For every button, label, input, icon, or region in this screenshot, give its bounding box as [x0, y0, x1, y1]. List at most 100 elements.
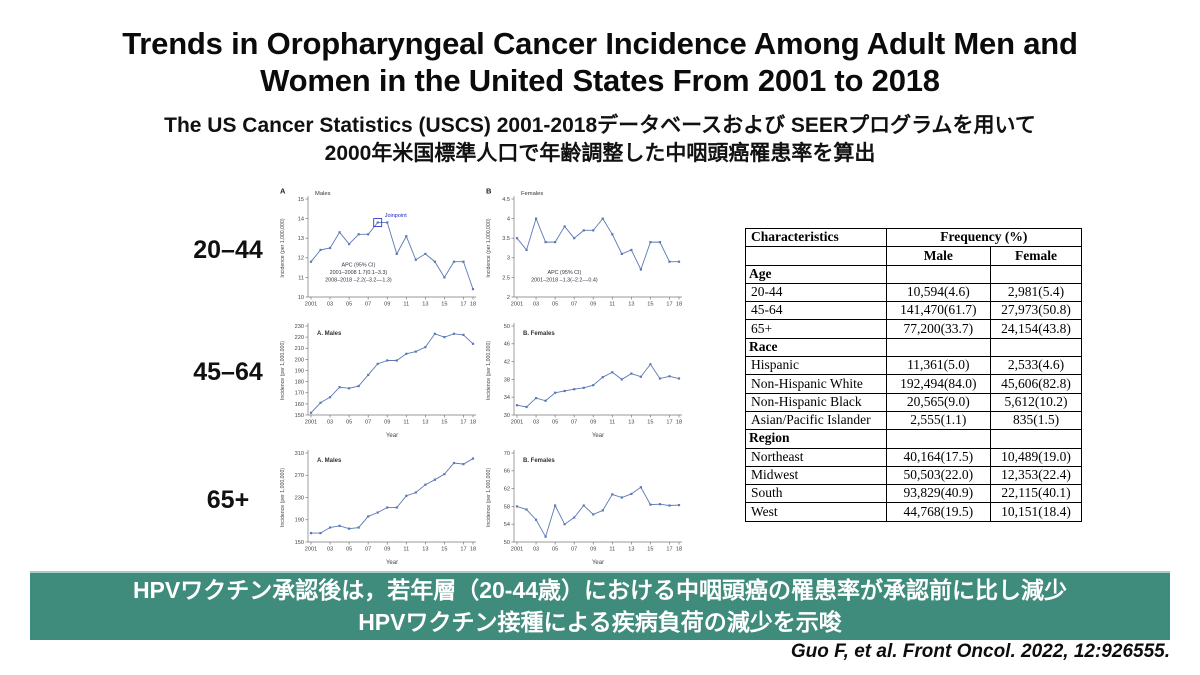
svg-text:03: 03	[533, 420, 539, 426]
svg-text:46: 46	[504, 342, 510, 348]
svg-text:10: 10	[298, 295, 304, 301]
svg-text:38: 38	[504, 377, 510, 383]
svg-text:42: 42	[504, 360, 510, 366]
svg-text:Year: Year	[386, 560, 398, 566]
svg-text:03: 03	[327, 302, 333, 308]
col-header-characteristics: Characteristics	[745, 227, 887, 248]
svg-text:09: 09	[590, 420, 596, 426]
svg-text:13: 13	[298, 236, 304, 242]
svg-text:07: 07	[571, 420, 577, 426]
svg-text:18: 18	[470, 547, 476, 553]
svg-text:310: 310	[295, 451, 304, 457]
chart-males-20-44: 10 11 12 13 14 15 2001 03 05 07 09 11 13 15 17 18 Incide…	[278, 186, 484, 313]
table-row: Age	[745, 264, 1082, 284]
charts-grid: 10 11 12 13 14 15 2001 03 05 07 09 11 13 15 17 18 Incide…	[278, 186, 690, 567]
table-subheader-row: Male Female	[745, 246, 1082, 266]
svg-text:Incidence (per 1,000,000): Incidence (per 1,000,000)	[280, 341, 286, 400]
svg-text:15: 15	[647, 302, 653, 308]
citation: Guo F, et al. Front Oncol. 2022, 12:9265…	[790, 641, 1170, 662]
svg-text:APC (95% CI): APC (95% CI)	[547, 270, 581, 276]
chart-females-65plus: 50 54 58 62 66 70 2001 03 05 07 09 11 13 15 17 18 Incide…	[484, 440, 690, 567]
svg-text:05: 05	[346, 420, 352, 426]
svg-text:3.5: 3.5	[502, 236, 510, 242]
svg-text:150: 150	[295, 540, 304, 546]
age-group-label-20-44: 20–44	[193, 236, 263, 264]
svg-text:270: 270	[295, 473, 304, 479]
svg-text:2001–2018 –1.3(–2.2––0.4): 2001–2018 –1.3(–2.2––0.4)	[531, 278, 598, 284]
svg-text:Year: Year	[592, 560, 604, 566]
svg-text:50: 50	[504, 540, 510, 546]
table-row: 65+ 77,200(33.7) 24,154(43.8)	[745, 319, 1082, 339]
age-group-label-65plus: 65+	[206, 486, 250, 514]
svg-text:Females: Females	[521, 191, 543, 197]
svg-text:03: 03	[533, 302, 539, 308]
svg-text:Incidence (per 1,000,000): Incidence (per 1,000,000)	[280, 468, 286, 527]
svg-text:2001: 2001	[305, 420, 317, 426]
svg-text:A. Males: A. Males	[317, 331, 342, 337]
svg-text:07: 07	[571, 302, 577, 308]
table-row: Hispanic 11,361(5.0) 2,533(4.6)	[745, 356, 1082, 376]
svg-text:58: 58	[504, 504, 510, 510]
svg-text:07: 07	[365, 420, 371, 426]
table-row: 20-44 10,594(4.6) 2,981(5.4)	[745, 282, 1082, 303]
svg-text:09: 09	[590, 302, 596, 308]
svg-text:2001: 2001	[305, 547, 317, 553]
svg-text:12: 12	[298, 256, 304, 262]
svg-text:170: 170	[295, 391, 304, 397]
svg-text:15: 15	[441, 420, 447, 426]
table-row: Non-Hispanic White 192,494(84.0) 45,606(82…	[745, 374, 1082, 394]
chart-females-20-44: 2 2.5 3 3.5 4 4.5 2001 03 05 07 09 11 13 15 17 18 Incide…	[484, 186, 690, 313]
svg-text:11: 11	[298, 275, 304, 281]
svg-text:54: 54	[504, 522, 510, 528]
svg-text:Year: Year	[386, 433, 398, 439]
svg-text:03: 03	[327, 420, 333, 426]
svg-text:4: 4	[507, 217, 510, 223]
svg-text:17: 17	[666, 547, 672, 553]
svg-text:05: 05	[552, 547, 558, 553]
svg-text:17: 17	[666, 302, 672, 308]
table-row: Non-Hispanic Black 20,565(9.0) 5,612(10.2)	[745, 392, 1082, 412]
subtitle-line1: The US Cancer Statistics (USCS) 2001-201…	[164, 114, 1036, 137]
table-row: Midwest 50,503(22.0) 12,353(22.4)	[745, 465, 1082, 486]
svg-text:B. Females: B. Females	[523, 331, 555, 337]
svg-text:09: 09	[384, 302, 390, 308]
svg-text:220: 220	[295, 335, 304, 341]
svg-text:Incidence (per 1,000,000): Incidence (per 1,000,000)	[486, 218, 492, 277]
svg-text:66: 66	[504, 469, 510, 475]
age-group-label-45-64: 45–64	[193, 358, 263, 386]
svg-text:11: 11	[609, 302, 615, 308]
svg-text:230: 230	[295, 324, 304, 330]
svg-text:09: 09	[384, 420, 390, 426]
svg-text:Year: Year	[592, 433, 604, 439]
svg-text:30: 30	[504, 413, 510, 419]
svg-text:09: 09	[384, 547, 390, 553]
table-row: Race	[745, 337, 1082, 358]
page-title: Trends in Oropharyngeal Cancer Incidence…	[122, 26, 1078, 98]
svg-text:07: 07	[571, 547, 577, 553]
svg-text:2001: 2001	[511, 547, 523, 553]
svg-text:11: 11	[403, 547, 409, 553]
svg-text:2: 2	[507, 295, 510, 301]
svg-text:150: 150	[295, 413, 304, 419]
svg-text:230: 230	[295, 495, 304, 501]
svg-text:13: 13	[628, 547, 634, 553]
svg-text:18: 18	[676, 302, 682, 308]
svg-text:2001: 2001	[305, 302, 317, 308]
svg-text:2001: 2001	[511, 420, 523, 426]
svg-text:190: 190	[295, 518, 304, 524]
svg-text:05: 05	[346, 547, 352, 553]
svg-text:11: 11	[609, 547, 615, 553]
svg-text:2001–2008 1.7(0.1–3.3): 2001–2008 1.7(0.1–3.3)	[330, 270, 388, 276]
table-header-row: Characteristics Frequency (%)	[745, 227, 1083, 248]
svg-text:05: 05	[346, 302, 352, 308]
svg-text:Incidence (per 1,000,000): Incidence (per 1,000,000)	[280, 218, 286, 277]
svg-text:11: 11	[403, 420, 409, 426]
svg-text:14: 14	[298, 217, 304, 223]
table-row: Northeast 40,164(17.5) 10,489(19.0)	[745, 447, 1082, 467]
table-row: 45-64 141,470(61.7) 27,973(50.8)	[745, 301, 1082, 321]
svg-text:15: 15	[647, 420, 653, 426]
svg-text:210: 210	[295, 346, 304, 352]
svg-text:APC (95% CI): APC (95% CI)	[341, 263, 375, 269]
col-header-female: Female	[990, 246, 1082, 266]
